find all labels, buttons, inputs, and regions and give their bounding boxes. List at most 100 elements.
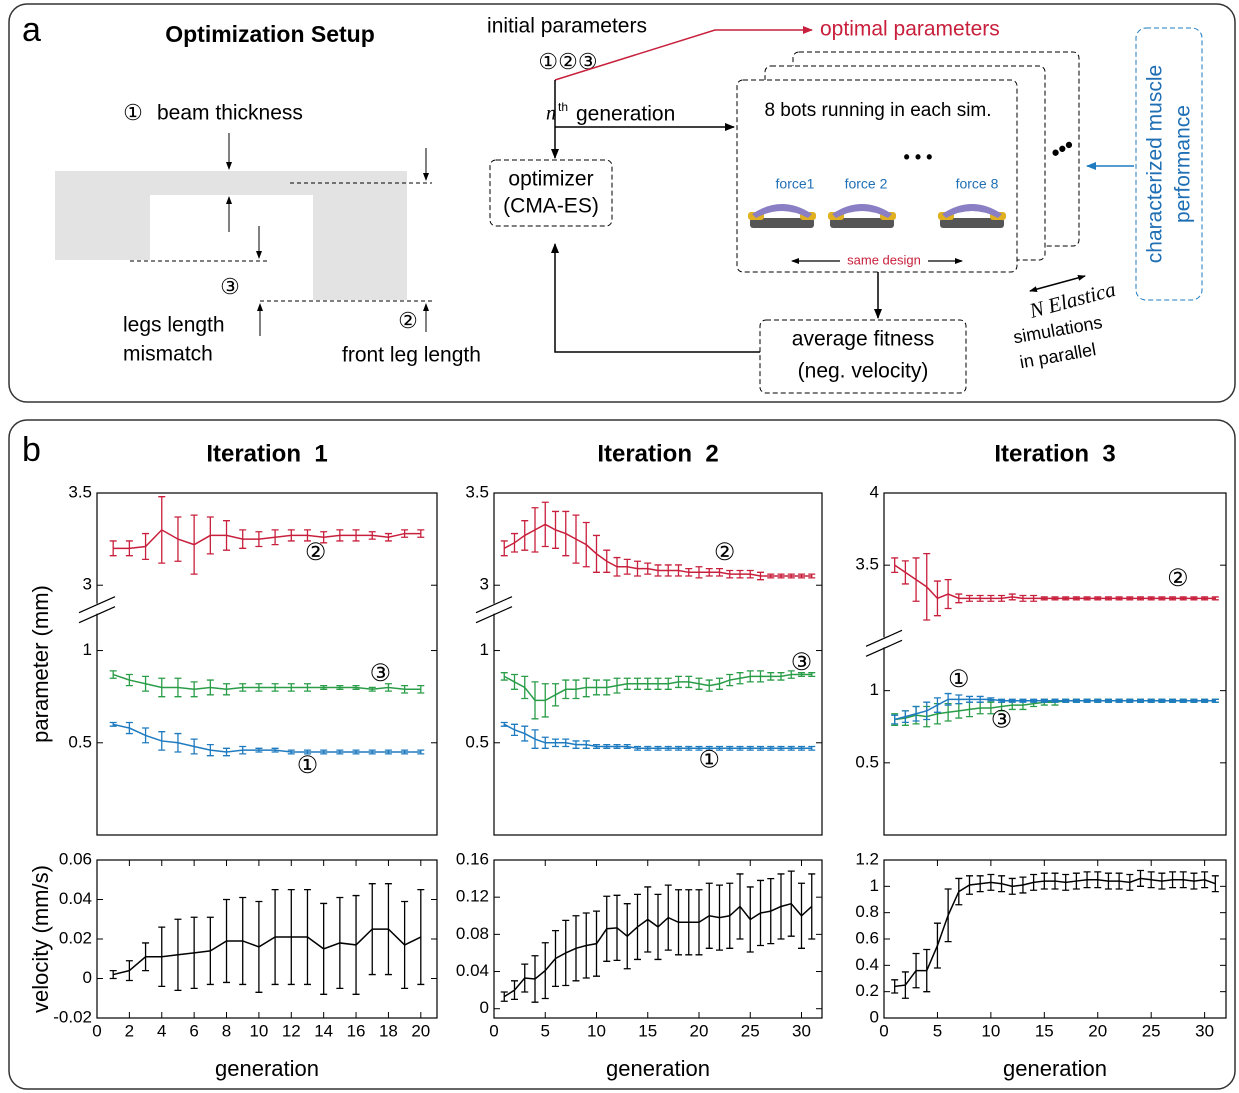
axis-break [78, 606, 116, 624]
series-line [894, 877, 1216, 988]
y-tick-label: 0.04 [456, 961, 489, 980]
flow-label: optimal parameters [820, 18, 1000, 41]
flow-label: n [546, 103, 556, 125]
series-label: ② [305, 539, 327, 566]
diagram-label: legs length [123, 314, 225, 337]
x-tick-label: 14 [314, 1021, 333, 1040]
axis-break [490, 603, 498, 614]
axis-break [93, 603, 101, 614]
series-line [503, 723, 812, 750]
series: ③ [500, 649, 816, 720]
flow-label: same design [847, 252, 921, 267]
box-label: optimizer [508, 168, 593, 191]
x-tick-label: 20 [690, 1021, 709, 1040]
flow-label: initial parameters [487, 15, 647, 38]
series: ③ [891, 698, 1219, 733]
series [109, 883, 425, 995]
series-label: ① [948, 666, 970, 693]
x-tick-label: 12 [282, 1021, 301, 1040]
x-tick-label: 0 [879, 1021, 888, 1040]
x-tick-label: 25 [1142, 1021, 1161, 1040]
x-axis-label: generation [1003, 1056, 1107, 1081]
x-tick-label: 20 [411, 1021, 430, 1040]
chart-title: Iteration 1 [206, 440, 327, 467]
x-tick-label: 16 [347, 1021, 366, 1040]
series-line [113, 723, 421, 753]
y-tick-label: 0 [870, 1007, 879, 1026]
series-line [894, 564, 1216, 600]
x-tick-label: 8 [222, 1021, 231, 1040]
y-tick-label: 0.06 [59, 849, 92, 868]
y-axis-label: velocity (mm/s) [28, 865, 53, 1013]
y-tick-label: 3 [480, 575, 489, 594]
y-tick-label: -0.02 [53, 1007, 92, 1026]
series: ② [500, 501, 816, 581]
plot-frame [493, 859, 823, 1019]
y-tick-label: 0.4 [855, 955, 879, 974]
plot-frame [493, 492, 823, 836]
panel-a-frame [8, 3, 1236, 403]
y-tick-label: 1 [870, 876, 879, 895]
box-label: 8 bots running in each sim. [764, 100, 991, 121]
error-bar [109, 969, 117, 980]
series-label: ② [714, 539, 736, 566]
series: ① [500, 721, 816, 774]
axis-break [475, 606, 513, 624]
y-tick-label: 0.6 [855, 928, 879, 947]
box-label: average fitness [792, 328, 934, 351]
chart-title: Iteration 3 [994, 440, 1115, 467]
series-label: ③ [991, 706, 1013, 733]
y-tick-label: 0.02 [59, 928, 92, 947]
diagram-label: front leg length [342, 344, 481, 367]
x-tick-label: 30 [1195, 1021, 1214, 1040]
x-tick-label: 20 [1088, 1021, 1107, 1040]
series-label: ② [1167, 565, 1189, 592]
y-tick-label: 0 [480, 998, 489, 1017]
y-tick-label: 0.8 [855, 902, 879, 921]
axis-break [78, 596, 116, 614]
error-bar [808, 873, 816, 940]
box-label: (CMA-ES) [503, 195, 599, 218]
circled-number: ② [398, 308, 418, 333]
diagram-label: mismatch [123, 343, 213, 366]
label-backdrop [840, 252, 928, 270]
y-tick-label: 0.04 [59, 889, 92, 908]
optimizer-box [489, 159, 613, 227]
x-tick-label: 18 [379, 1021, 398, 1040]
series-line [503, 902, 813, 998]
axis-break [475, 596, 513, 614]
series-line [503, 673, 812, 702]
y-tick-label: 0.16 [456, 849, 489, 868]
flow-label: generation [576, 103, 675, 126]
box-label: characterized muscle [1144, 65, 1167, 263]
axis-break [865, 639, 903, 657]
axis-break [865, 629, 903, 647]
force-label: force 8 [956, 176, 999, 192]
x-tick-label: 30 [792, 1021, 811, 1040]
series: ② [109, 496, 425, 575]
fitness-box [759, 319, 967, 394]
x-tick-label: 2 [125, 1021, 134, 1040]
series-label: ③ [791, 649, 813, 676]
error-bar [109, 540, 117, 557]
y-tick-label: 1 [870, 680, 879, 699]
series-line [894, 698, 1216, 721]
series: ② [891, 552, 1219, 621]
x-tick-label: 4 [157, 1021, 166, 1040]
y-tick-label: 3 [83, 575, 92, 594]
bot-icons [748, 204, 1006, 228]
series-label: ① [297, 752, 319, 779]
error-bar [109, 721, 117, 727]
flow-label: th [558, 100, 568, 114]
y-tick-label: 3.5 [855, 555, 879, 574]
x-tick-label: 10 [981, 1021, 1000, 1040]
y-tick-label: 0.08 [456, 924, 489, 943]
series-line [112, 673, 421, 691]
panel-b-frame [8, 419, 1236, 1090]
series-label: ③ [370, 660, 392, 687]
y-tick-label: 0.12 [456, 887, 489, 906]
x-tick-label: 10 [249, 1021, 268, 1040]
dimension-lines [130, 133, 432, 336]
